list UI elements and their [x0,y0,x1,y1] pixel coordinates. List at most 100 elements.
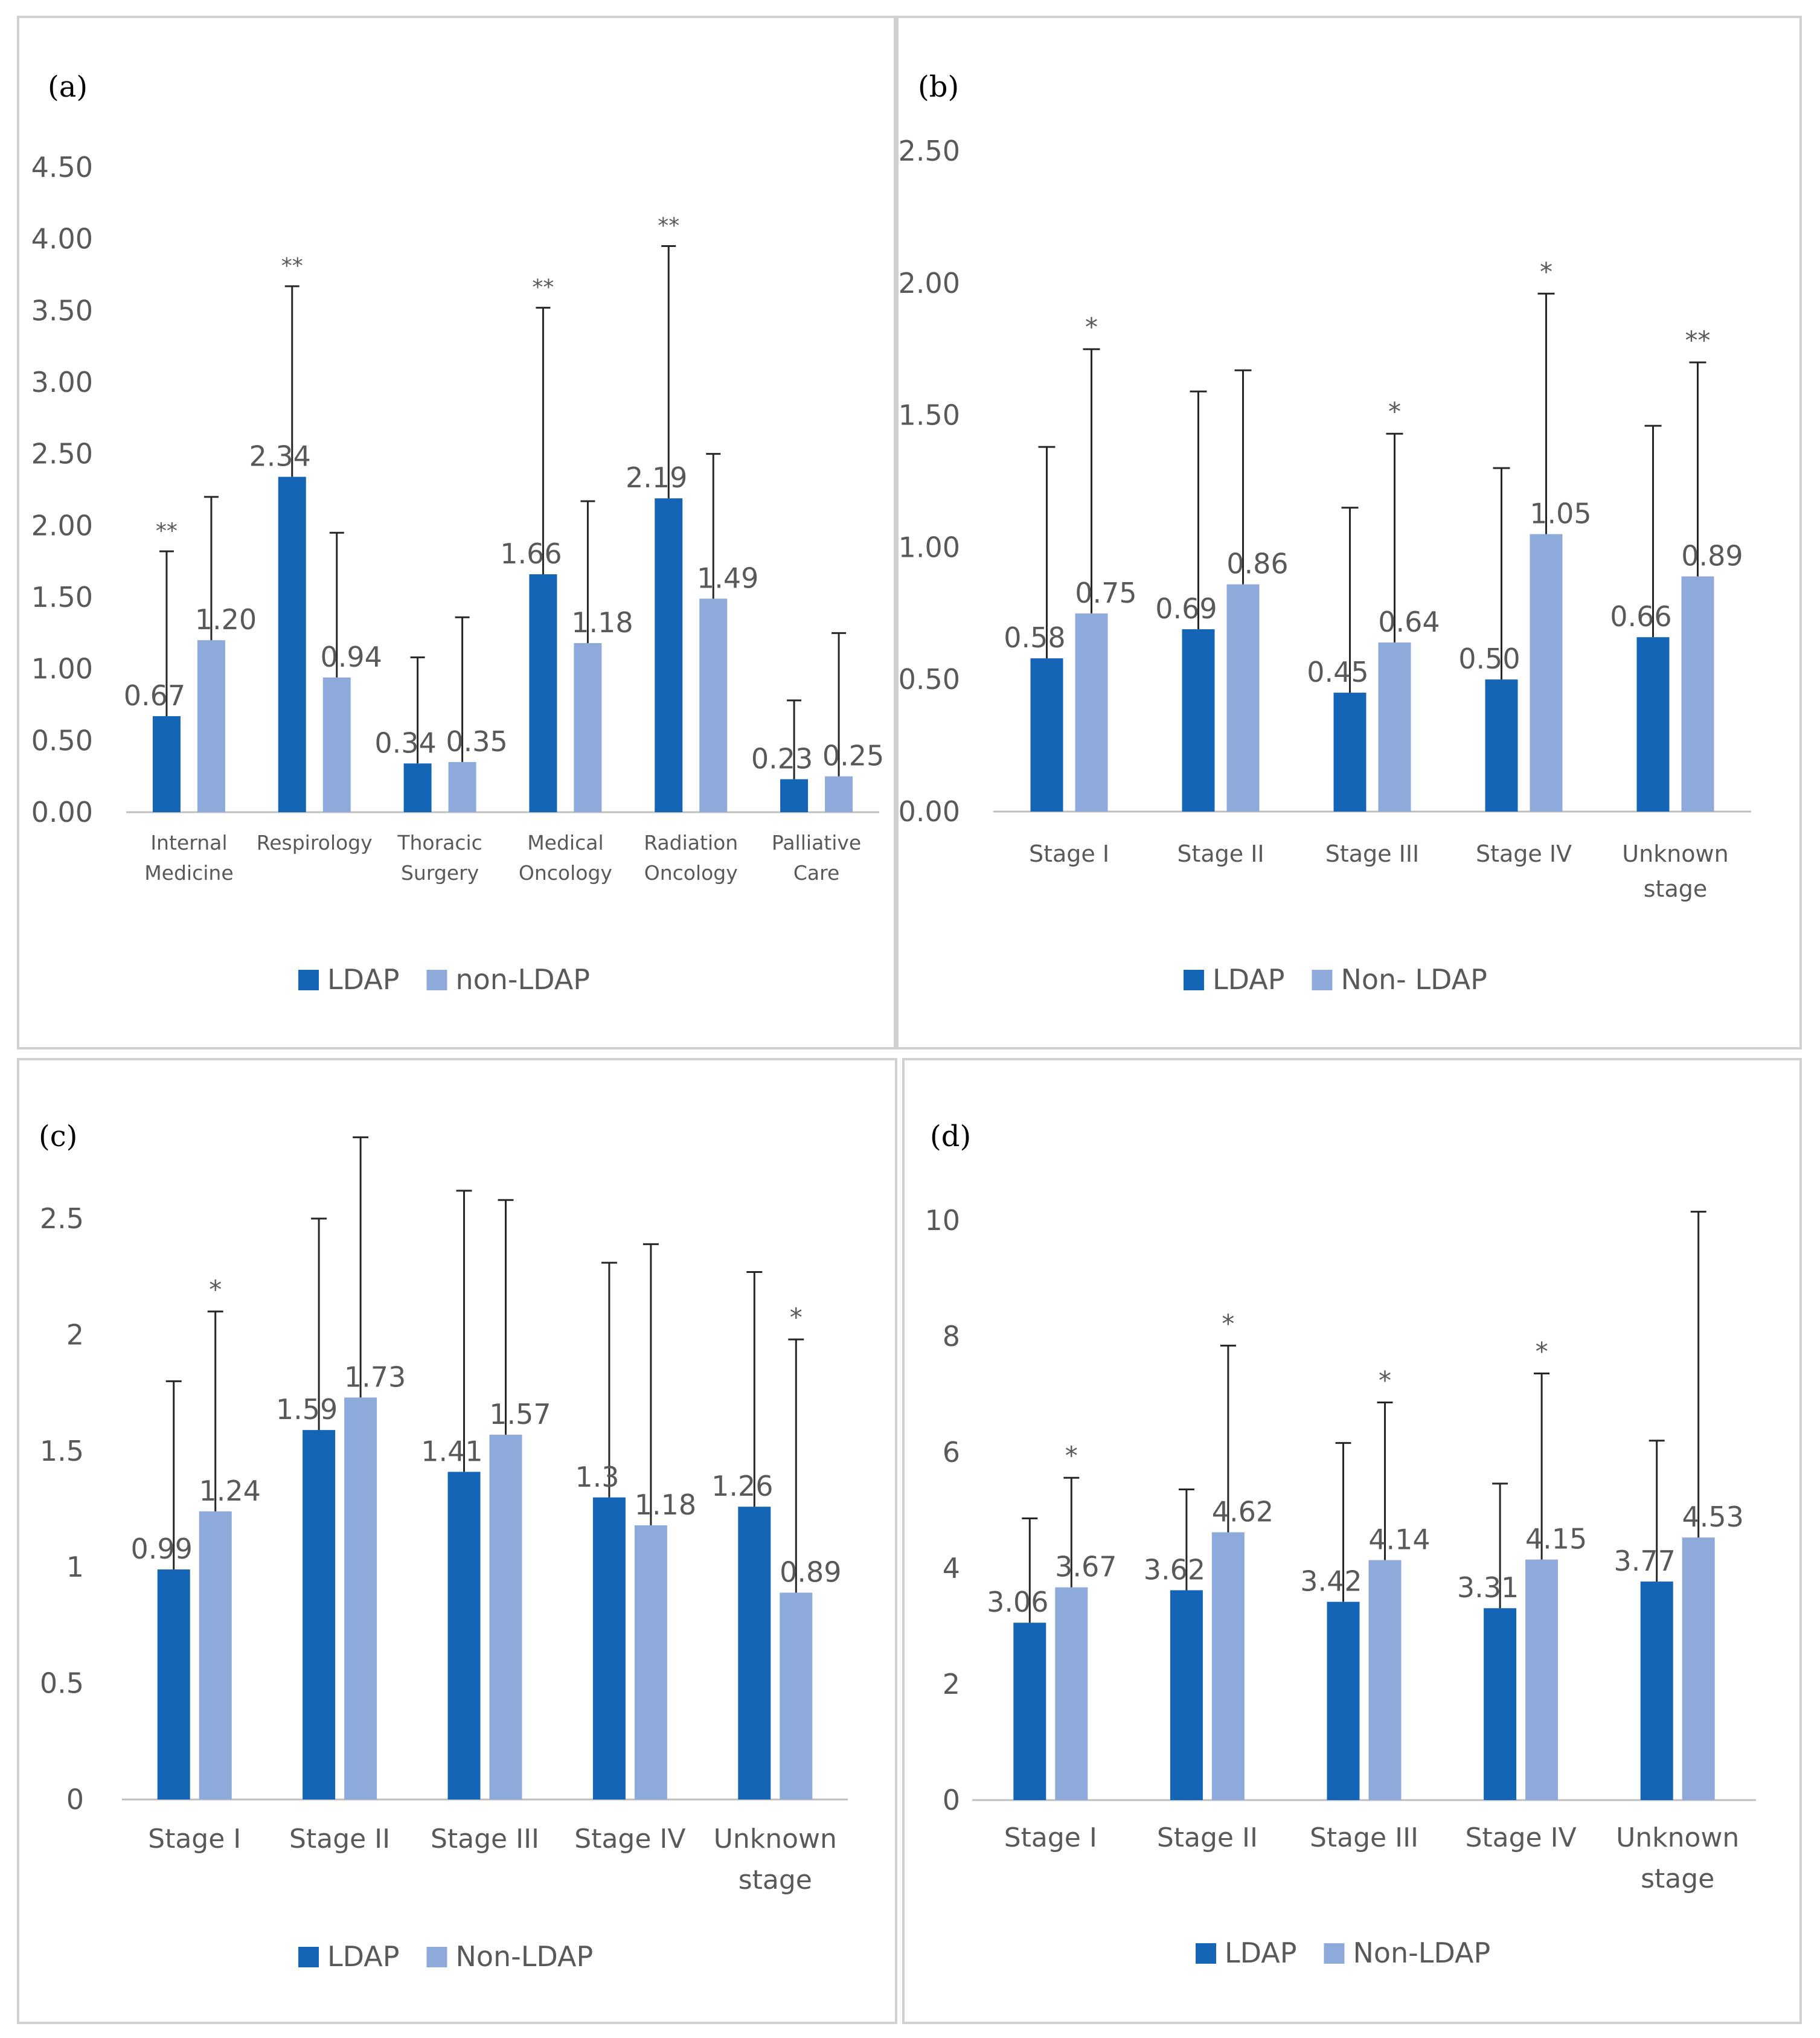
chart-panel-b: (b) 0.00 0.50 1.00 1.50 2.00 2.50 0.58 0.75 Stage… [896,16,1802,1049]
data-label: 0.67 [124,679,185,712]
x-tick-label: Thoracic [397,831,482,854]
panel-label: (d) [930,1120,971,1153]
x-tick-label: Oncology [644,861,738,885]
significance-marker: ** [156,519,178,543]
bar-ldap [1485,679,1518,812]
y-tick-label: 4.00 [31,223,93,255]
data-label: 1.3 [575,1461,619,1493]
x-tick-label: stage [739,1865,812,1895]
bar-nonldap [1226,584,1260,812]
bar-ldap [152,716,181,812]
data-label: 4.14 [1368,1524,1430,1556]
y-tick-label: 2.50 [899,135,960,167]
data-label: 1.59 [276,1393,338,1426]
bar-ldap [780,779,809,812]
x-tick-label: Respirology [257,831,373,854]
legend-label: LDAP [1225,1937,1296,1969]
data-label: 0.34 [374,726,436,759]
x-tick-label: Surgery [401,861,479,885]
legend-swatch [1196,1943,1216,1964]
bar-nonldap [1211,1532,1245,1800]
data-label: 4.53 [1682,1501,1743,1533]
y-tick-label: 1.50 [31,581,93,614]
legend-swatch [1324,1943,1345,1964]
bar-nonldap [1368,1560,1402,1800]
legend-swatch [298,970,319,990]
bar-ldap [1327,1601,1360,1800]
data-label: 1.20 [195,603,257,636]
data-label: 0.23 [751,742,813,775]
bar-ldap [1170,1590,1203,1800]
significance-marker: * [1222,1309,1234,1338]
panel-label: (a) [48,70,88,104]
y-tick-label: 2.50 [31,438,93,470]
bar-nonldap [1682,1537,1715,1800]
bar-nonldap [199,1511,232,1799]
data-label: 0.86 [1226,548,1288,580]
legend-swatch [298,1947,319,1967]
chart-svg-2: (c) 0 0.5 1 1.5 2 2.5 0.991.24 Stage I 1.591.73 St… [39,1120,848,1973]
x-tick-label: Stage II [1157,1822,1258,1853]
data-label: 1.57 [489,1398,551,1431]
x-tick-label: Stage I [1004,1822,1097,1853]
data-label: 1.41 [421,1435,482,1467]
data-label: 3.06 [987,1586,1048,1618]
data-label: 0.69 [1155,592,1217,625]
bar-nonldap [699,598,728,812]
data-label: 1.18 [571,606,633,639]
data-label: 1.66 [500,537,562,570]
significance-marker: * [1065,1441,1078,1470]
significance-marker: * [1379,1365,1391,1395]
data-label: 3.42 [1300,1565,1362,1598]
x-tick-label: Stage II [1177,841,1264,867]
chart-svg-1: (b) 0.00 0.50 1.00 1.50 2.00 2.50 0.58 0.75 Stage… [899,70,1751,996]
chart-panel-c: (c) 0 0.5 1 1.5 2 2.5 0.99 1.24 Stage I 1.59 1.73 St… [17,1058,897,2024]
bar-nonldap [780,1592,813,1799]
y-tick-label: 0 [943,1784,960,1816]
x-tick-label: Oncology [519,861,612,885]
data-label: 1.49 [697,562,758,594]
x-tick-label: Unknown [1616,1822,1739,1853]
significance-marker: ** [532,275,554,300]
bar-nonldap [825,776,853,812]
bar-ldap [655,498,683,812]
legend-label: Non- LDAP [1341,963,1487,996]
chart-svg-0: (a) 0.00 0.50 1.00 1.50 2.00 2.50 3.00 3.50 4.00 4… [31,70,885,996]
panel-label: (c) [39,1120,77,1153]
data-label: 0.25 [822,740,884,772]
bar-ldap [1013,1623,1046,1800]
significance-marker: * [209,1275,222,1304]
y-tick-label: 4.50 [31,151,93,184]
bar-ldap [157,1569,190,1799]
data-label: 0.99 [130,1533,192,1565]
legend-swatch [1184,970,1204,990]
significance-marker: * [1388,397,1401,426]
bar-ldap [403,763,432,812]
y-tick-label: 0.00 [899,795,960,828]
legend-label: Non-LDAP [455,1940,593,1973]
bar-ldap [1182,629,1215,812]
legend-swatch [1312,970,1333,990]
x-tick-label: Stage IV [1476,841,1572,867]
y-tick-label: 0.5 [40,1667,84,1700]
y-tick-label: 10 [924,1204,960,1237]
x-tick-label: Stage I [148,1824,241,1854]
y-tick-label: 3.50 [31,294,93,327]
x-tick-label: Care [793,861,839,885]
bar-nonldap [1075,613,1108,812]
y-tick-label: 0.50 [31,724,93,757]
y-tick-label: 2.00 [899,267,960,300]
x-tick-label: Stage IV [574,1824,685,1854]
y-tick-label: 2 [66,1318,84,1351]
y-tick-label: 1.00 [31,653,93,685]
y-tick-label: 1.50 [899,399,960,432]
data-label: 3.31 [1457,1571,1519,1604]
bar-nonldap [634,1525,667,1799]
data-label: 0.50 [1458,642,1520,675]
chart-svg-3: (d) 0 2 4 6 8 10 3.063.67 Stage I 3.624.62 Stage I… [924,1120,1756,1969]
bar-ldap [278,476,306,812]
data-label: 1.26 [711,1470,773,1502]
x-tick-label: Stage II [289,1824,390,1854]
x-tick-label: Stage I [1029,841,1109,867]
y-tick-label: 0 [66,1783,84,1816]
